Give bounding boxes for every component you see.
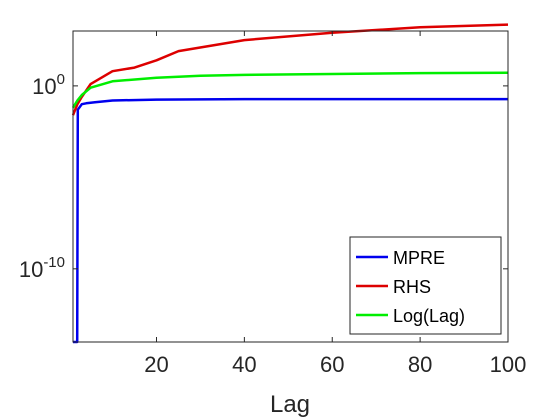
series-line-rhs [71, 23, 509, 116]
series-line-log-lag [71, 71, 509, 109]
x-axis-label: Lag [270, 391, 310, 418]
legend-label: MPRE [393, 248, 445, 268]
axes-box [72, 30, 509, 343]
x-tick-label: 20 [144, 352, 168, 377]
axes: 20 40 60 80 100 100 10-10 [19, 30, 527, 377]
series-line-mpre [73, 97, 508, 344]
x-tick-label: 100 [490, 352, 527, 377]
y-tick-label: 100 [32, 71, 65, 99]
legend: MPRE RHS Log(Lag) [349, 236, 502, 335]
x-tick-label: 40 [232, 352, 256, 377]
legend-label: Log(Lag) [393, 306, 465, 326]
legend-label: RHS [393, 277, 431, 297]
series-layer [71, 23, 509, 344]
x-tick-label: 80 [408, 352, 432, 377]
x-tick-label: 60 [320, 352, 344, 377]
y-tick-label: 10-10 [19, 254, 65, 282]
